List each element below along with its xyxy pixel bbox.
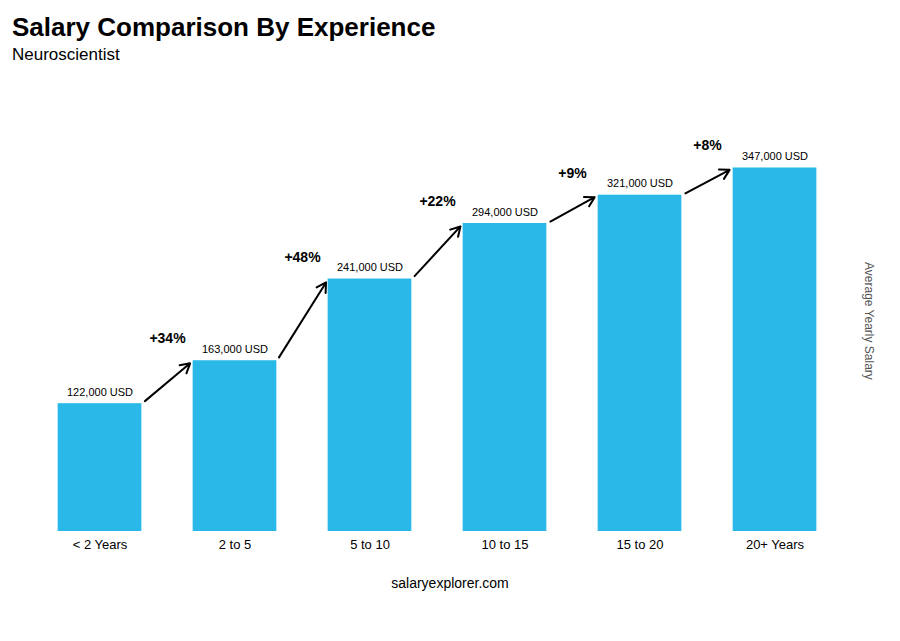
svg-text:+8%: +8%: [693, 137, 722, 153]
svg-text:+9%: +9%: [558, 165, 587, 181]
html-text:salaryexplorer.com: salaryexplorer.com: [391, 575, 509, 591]
svg-text:294,000 USD: 294,000 USD: [472, 206, 538, 218]
html-text:Salary Comparison By Experienc: Salary Comparison By Experience: [12, 12, 436, 42]
svg-text:347,000 USD: 347,000 USD: [742, 150, 808, 162]
svg-text:< 2 Years: < 2 Years: [73, 537, 128, 552]
svg-text:2 to 5: 2 to 5: [219, 537, 252, 552]
svg-text:321,000 USD: 321,000 USD: [607, 177, 673, 189]
svg-text:20+ Years: 20+ Years: [746, 537, 805, 552]
svg-text:122,000 USD: 122,000 USD: [67, 386, 133, 398]
svg-text:163,000 USD: 163,000 USD: [202, 343, 268, 355]
svg-text:+22%: +22%: [419, 193, 456, 209]
svg-text:+34%: +34%: [149, 330, 186, 346]
svg-text:241,000 USD: 241,000 USD: [337, 261, 403, 273]
html-text:Average Yearly Salary: Average Yearly Salary: [862, 262, 876, 380]
svg-text:5 to 10: 5 to 10: [350, 537, 390, 552]
svg-text:+48%: +48%: [284, 249, 321, 265]
svg-text:15 to 20: 15 to 20: [617, 537, 664, 552]
html-text:Neuroscientist: Neuroscientist: [12, 45, 120, 64]
svg-text:10 to 15: 10 to 15: [482, 537, 529, 552]
